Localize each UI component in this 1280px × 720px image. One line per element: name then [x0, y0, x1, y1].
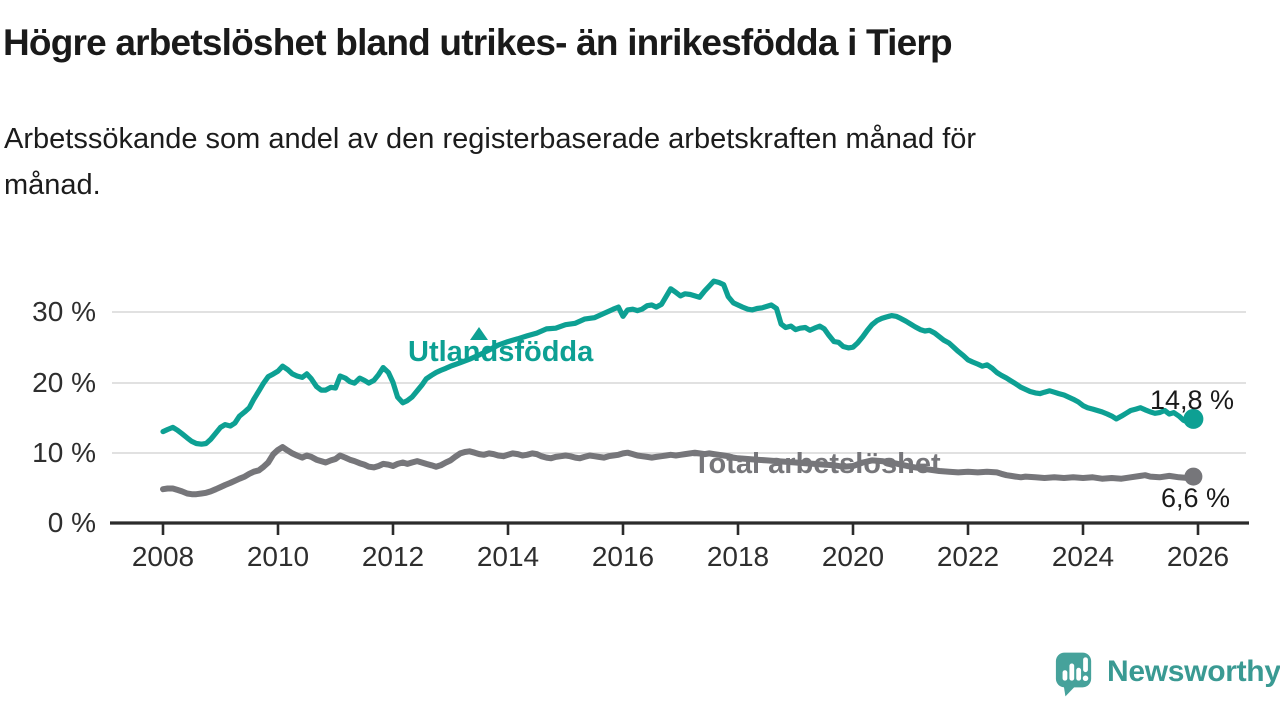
- newsworthy-logo[interactable]: Newsworthy: [1054, 649, 1280, 699]
- total-series-label: Total arbetslöshet: [693, 448, 941, 480]
- x-axis-label-2026: 2026: [1167, 541, 1229, 572]
- chart-subtitle-line1: Arbetssökande som andel av den registerb…: [4, 123, 977, 155]
- x-axis-label-2024: 2024: [1052, 541, 1114, 572]
- y-axis-label-20: 20 %: [32, 367, 96, 398]
- x-axis-label-2018: 2018: [707, 541, 769, 572]
- x-axis-label-2010: 2010: [247, 541, 309, 572]
- y-axis-label-0: 0 %: [48, 507, 96, 538]
- y-axis-label-30: 30 %: [32, 296, 96, 327]
- x-axis-label-2014: 2014: [477, 541, 539, 572]
- utlandsfodda-end-dot: [1183, 408, 1204, 429]
- y-axis-label-10: 10 %: [32, 437, 96, 468]
- x-axis-label-2012: 2012: [362, 541, 424, 572]
- x-axis-label-2008: 2008: [132, 541, 194, 572]
- label-pointer-triangle-icon: [470, 327, 488, 340]
- utlandsfodda-end-value: 14,8 %: [1150, 385, 1234, 415]
- x-axis-label-2020: 2020: [822, 541, 884, 572]
- x-axis-label-2022: 2022: [937, 541, 999, 572]
- utlandsfodda-line: [160, 278, 1197, 447]
- x-axis-label-2016: 2016: [592, 541, 654, 572]
- chart-subtitle-line2: månad.: [4, 169, 101, 201]
- chart-subtitle: Arbetssökande som andel av den registerb…: [4, 116, 976, 208]
- x-axis-ticks: [161, 524, 1200, 535]
- page-title: Högre arbetslöshet bland utrikes- än inr…: [3, 22, 953, 63]
- newsworthy-brand-text: Newsworthy: [1107, 655, 1280, 688]
- total-end-value: 6,6 %: [1161, 483, 1230, 513]
- total-arbetsloshet-line: [160, 444, 1197, 498]
- newsworthy-logo-icon: [1055, 652, 1092, 697]
- total-end-dot: [1184, 467, 1203, 486]
- utlandsfodda-series-label: Utlandsfödda: [408, 336, 594, 368]
